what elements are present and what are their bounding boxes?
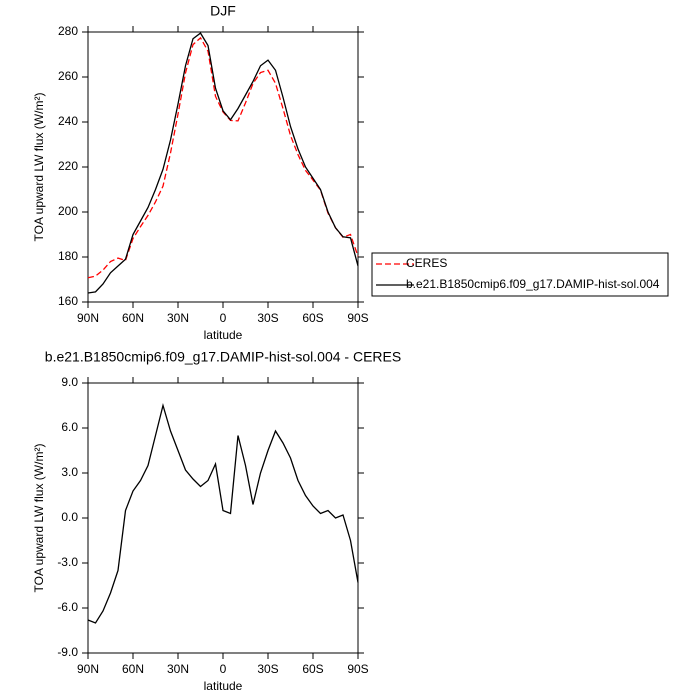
legend-label: b.e21.B1850cmip6.f09_g17.DAMIP-hist-sol.… (406, 277, 660, 291)
y-tick-label: 240 (58, 114, 78, 128)
chart-title: DJF (210, 3, 236, 19)
data-line (87, 36, 359, 279)
x-tick-label: 0 (220, 311, 227, 325)
y-tick-label: 3.0 (61, 465, 78, 479)
x-tick-label: 60S (302, 662, 323, 676)
x-tick-label: 0 (220, 662, 227, 676)
plot-frame (87, 31, 359, 303)
y-tick-label: 220 (58, 159, 78, 173)
x-tick-label: 30S (257, 311, 278, 325)
data-line (87, 403, 359, 624)
x-tick-label: 30N (167, 662, 189, 676)
x-axis-label: latitude (204, 328, 243, 342)
plot-frame (87, 382, 359, 654)
x-tick-label: 30S (257, 662, 278, 676)
x-tick-label: 60N (122, 311, 144, 325)
y-tick-label: -6.0 (57, 600, 78, 614)
y-tick-label: 160 (58, 294, 78, 308)
y-tick-label: 9.0 (61, 375, 78, 389)
x-tick-label: 60S (302, 311, 323, 325)
data-line (87, 32, 359, 294)
x-tick-label: 60N (122, 662, 144, 676)
x-tick-label: 90S (347, 311, 368, 325)
legend-box (371, 252, 669, 297)
x-tick-label: 90S (347, 662, 368, 676)
y-tick-label: 260 (58, 69, 78, 83)
chart-title: b.e21.B1850cmip6.f09_g17.DAMIP-hist-sol.… (45, 349, 401, 365)
y-axis-label: TOA upward LW flux (W/m²) (32, 444, 46, 593)
x-tick-label: 30N (167, 311, 189, 325)
y-tick-label: 280 (58, 24, 78, 38)
x-tick-label: 90N (77, 662, 99, 676)
legend-label: CERES (406, 256, 447, 270)
y-tick-label: 0.0 (61, 510, 78, 524)
x-axis-label: latitude (204, 679, 243, 693)
y-tick-label: 180 (58, 249, 78, 263)
y-tick-label: 200 (58, 204, 78, 218)
y-axis-label: TOA upward LW flux (W/m²) (32, 93, 46, 242)
y-tick-label: -9.0 (57, 645, 78, 659)
y-tick-label: 6.0 (61, 420, 78, 434)
y-tick-label: -3.0 (57, 555, 78, 569)
x-tick-label: 90N (77, 311, 99, 325)
